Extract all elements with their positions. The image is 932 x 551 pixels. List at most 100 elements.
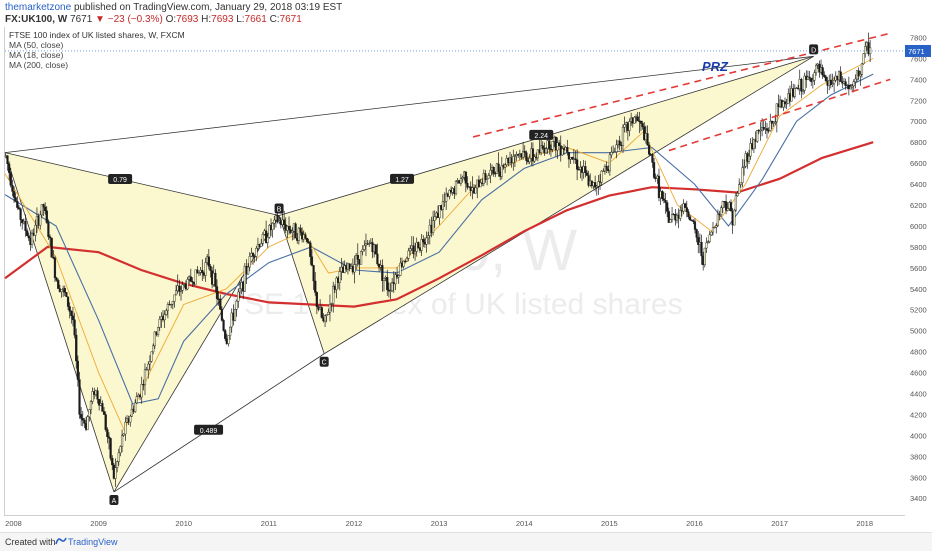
price-tick: 6200 — [910, 201, 927, 210]
candle-body — [56, 278, 58, 280]
candle-body — [727, 209, 729, 211]
time-tick: 2018 — [856, 519, 873, 528]
candle-body — [863, 54, 865, 64]
candle-body — [427, 236, 429, 238]
point-a-label: A — [112, 498, 117, 505]
candle-body — [417, 242, 419, 248]
point-d-label: D — [811, 47, 816, 54]
candle-body — [738, 185, 740, 194]
candle-body — [854, 79, 856, 82]
candle-body — [314, 281, 316, 292]
candle-body — [742, 168, 744, 183]
point-c-label: C — [322, 360, 327, 367]
candle-body — [70, 311, 72, 316]
candle-body — [210, 266, 212, 270]
candle-body — [165, 311, 167, 315]
candle-body — [15, 198, 17, 202]
candle-body — [305, 235, 307, 239]
candle-body — [239, 289, 241, 292]
candle-body — [814, 73, 816, 81]
candle-body — [120, 446, 122, 452]
tradingview-brand[interactable]: TradingView — [68, 537, 118, 547]
candle-body — [696, 229, 698, 237]
time-tick: 2010 — [175, 519, 192, 528]
candle-body — [172, 301, 174, 304]
price-tick: 7000 — [910, 117, 927, 126]
last-price-tag-text: 7671 — [908, 47, 925, 56]
ratio-bd-label: 1.27 — [395, 177, 409, 184]
price-tick: 7200 — [910, 96, 927, 105]
candle-body — [221, 309, 223, 320]
candle-body — [11, 185, 13, 191]
candle-body — [584, 166, 586, 172]
candle-body — [174, 295, 176, 302]
candle-body — [223, 320, 225, 330]
candle-body — [383, 278, 385, 280]
candle-body — [324, 316, 326, 321]
candle-body — [648, 145, 650, 154]
candle-body — [7, 156, 9, 164]
candle-body — [548, 141, 550, 150]
price-tick: 3600 — [910, 473, 927, 482]
candle-body — [79, 380, 81, 415]
candle-body — [300, 228, 302, 232]
price-tick: 7400 — [910, 75, 927, 84]
time-tick: 2016 — [686, 519, 703, 528]
candle-body — [327, 312, 329, 314]
candle-body — [800, 79, 802, 91]
price-axis[interactable]: 3400 3600 3800 4000 4200 4400 4600 4800 5000 5200… — [904, 27, 932, 515]
candle-body — [823, 75, 825, 77]
candle-body — [175, 291, 177, 295]
candle-body — [360, 251, 362, 264]
candle-body — [434, 217, 436, 221]
candle-body — [715, 226, 717, 227]
candle-body — [97, 391, 99, 400]
candle-body — [706, 243, 708, 249]
candle-body — [115, 468, 117, 479]
candle-body — [234, 309, 236, 320]
price-tick: 4600 — [910, 369, 927, 378]
pattern-xab-fill — [5, 153, 279, 492]
candle-body — [624, 125, 626, 128]
candle-body — [69, 307, 71, 312]
candle-body — [43, 204, 45, 207]
candle-body — [493, 167, 495, 173]
candle-body — [159, 319, 161, 327]
ma18-legend[interactable]: MA (18, close) — [9, 50, 185, 60]
ma50-legend[interactable]: MA (50, close) — [9, 40, 185, 50]
candle-body — [689, 217, 691, 220]
candle-body — [16, 201, 18, 207]
candle-body — [309, 243, 311, 257]
candle-body — [129, 416, 131, 422]
candle-body — [489, 170, 491, 175]
studies-legend: FTSE 100 index of UK listed shares, W, F… — [9, 30, 185, 70]
price-tick: 6800 — [910, 138, 927, 147]
candle-body — [13, 191, 15, 197]
time-tick: 2011 — [261, 519, 277, 528]
candle-body — [825, 77, 827, 81]
candle-body — [88, 410, 90, 417]
candle-body — [735, 196, 737, 210]
ma200-legend[interactable]: MA (200, close) — [9, 60, 185, 70]
candle-body — [87, 417, 89, 430]
time-axis[interactable]: 2008 2009 2010 2011 2012 2013 2014 2015 2016 2017… — [5, 519, 873, 528]
candle-body — [442, 202, 444, 210]
candle-body — [524, 151, 526, 152]
candle-body — [409, 249, 411, 251]
candle-body — [123, 434, 125, 436]
candle-body — [34, 225, 36, 235]
price-tick: 6600 — [910, 159, 927, 168]
price-tick: 4000 — [910, 431, 927, 440]
candle-body — [616, 145, 618, 152]
candle-body — [661, 191, 663, 198]
candle-body — [455, 181, 457, 193]
price-tick: 4200 — [910, 410, 927, 419]
candle-body — [815, 65, 817, 72]
candle-body — [48, 222, 50, 236]
candle-body — [267, 237, 269, 243]
ratio-cd-label: 2.24 — [534, 133, 548, 140]
candle-body — [663, 199, 665, 201]
candle-body — [737, 193, 739, 196]
candle-body — [75, 335, 77, 361]
